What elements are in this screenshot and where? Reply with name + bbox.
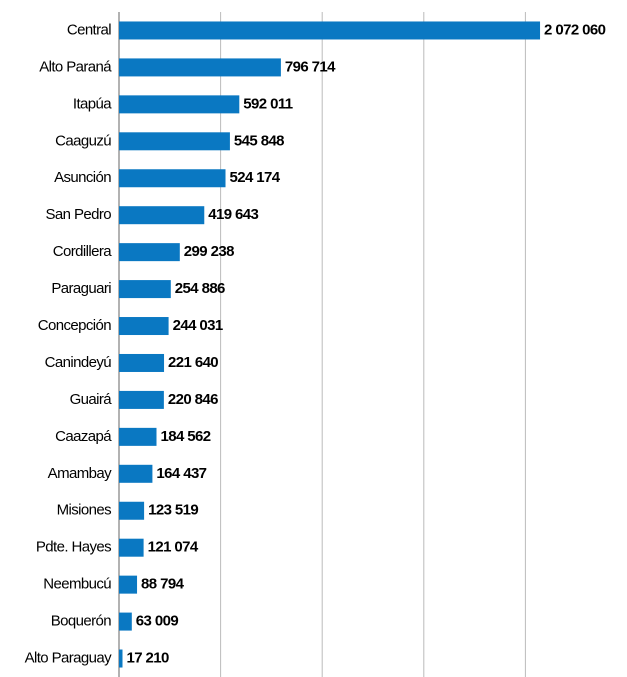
bar (119, 649, 123, 668)
category-label: Amambay (48, 465, 112, 482)
category-label: Concepción (38, 317, 111, 334)
value-label: 244 031 (173, 317, 223, 334)
bar (119, 317, 169, 336)
value-label: 592 011 (243, 95, 292, 112)
category-label: Neembucú (43, 576, 111, 593)
value-label: 545 848 (234, 132, 284, 149)
bar (119, 464, 153, 483)
bar (119, 501, 145, 520)
bar (119, 390, 164, 409)
bar (119, 206, 205, 225)
bar (119, 353, 165, 372)
value-label: 17 210 (126, 649, 169, 666)
value-label: 221 640 (168, 354, 218, 371)
category-label: Caaguzú (55, 132, 111, 149)
value-label: 796 714 (285, 58, 336, 75)
value-label: 123 519 (148, 502, 198, 519)
bar (119, 169, 226, 188)
bar (119, 575, 138, 594)
bar (119, 58, 281, 77)
bar (119, 243, 180, 262)
value-label: 419 643 (208, 206, 258, 223)
category-label: Caazapá (55, 428, 112, 445)
category-label: Guairá (70, 391, 113, 408)
bar (119, 95, 240, 114)
value-label: 299 238 (184, 243, 234, 260)
category-label: Paraguari (51, 280, 111, 297)
category-label: Alto Paraná (39, 58, 112, 75)
value-label: 88 794 (141, 576, 185, 593)
bar (119, 21, 541, 40)
category-label: Pdte. Hayes (36, 539, 111, 556)
category-label: San Pedro (46, 206, 112, 223)
bar (119, 132, 230, 151)
value-label: 164 437 (156, 465, 206, 482)
bar (119, 538, 144, 557)
bar (119, 612, 132, 631)
bar (119, 280, 171, 299)
value-label: 63 009 (136, 613, 179, 630)
category-label: Itapúa (73, 95, 112, 112)
value-label: 524 174 (230, 169, 281, 186)
category-label: Boquerón (51, 613, 112, 630)
value-label: 220 846 (168, 391, 218, 408)
value-label: 121 074 (148, 539, 199, 556)
value-label: 2 072 060 (544, 21, 606, 38)
value-label: 254 886 (175, 280, 225, 297)
category-label: Central (67, 21, 111, 38)
category-label: Misiones (57, 502, 111, 519)
category-label: Alto Paraguay (25, 649, 113, 666)
category-label: Asunción (54, 169, 111, 186)
bar (119, 427, 157, 446)
category-label: Cordillera (53, 243, 112, 260)
category-label: Canindeyú (45, 354, 112, 371)
value-label: 184 562 (161, 428, 211, 445)
